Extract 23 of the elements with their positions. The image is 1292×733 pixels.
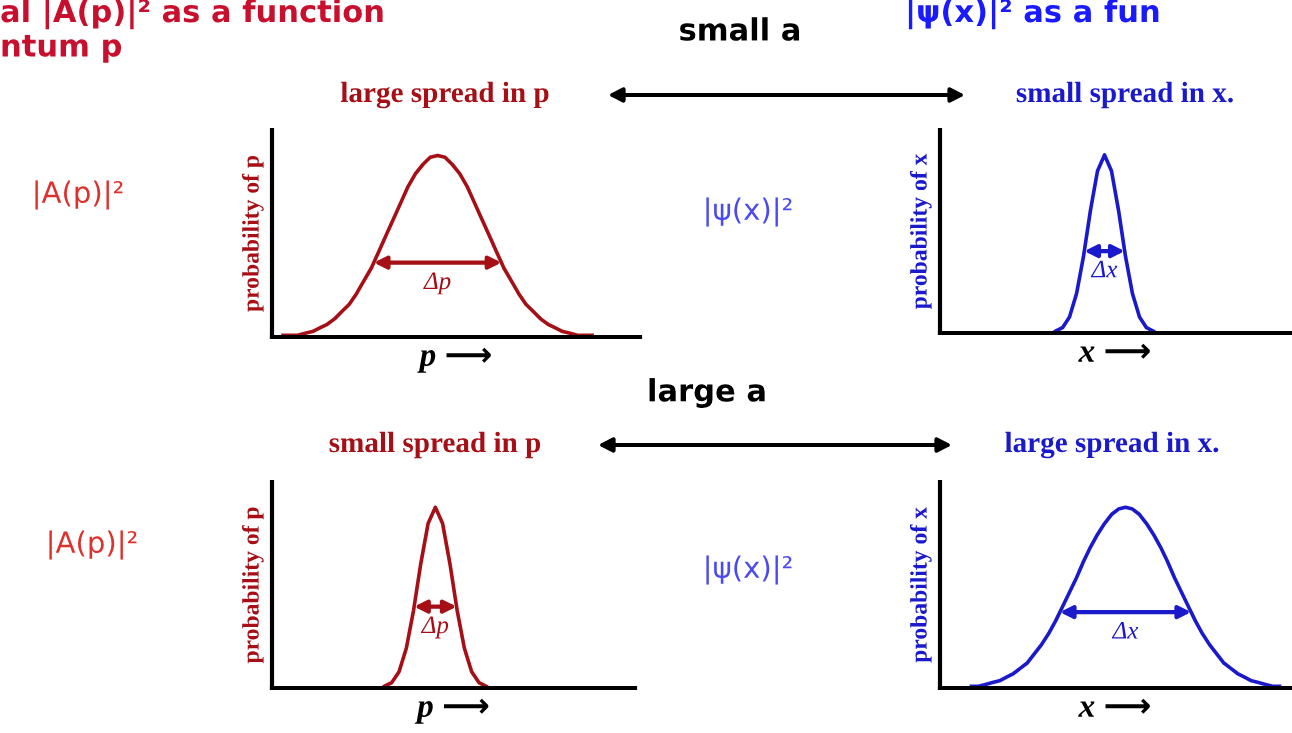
chart-title: small spread in p (329, 431, 541, 459)
text: large a (649, 378, 765, 408)
text: |ψ(x)|² (706, 555, 792, 585)
x-axis-title: p ⟶ (417, 347, 491, 373)
y-axis-title: probability of p (241, 155, 264, 312)
y-axis-title: probability of p (241, 507, 264, 664)
y-axis-title: probability of x (909, 507, 932, 663)
text: |A(p)|² (49, 530, 137, 560)
chart-title: small spread in x. (1016, 81, 1233, 109)
text: |ψ(x)|² (706, 197, 792, 227)
annotation: Δp (423, 272, 451, 295)
x-axis-title: x ⟶ (1078, 698, 1150, 717)
chart-title: large spread in x. (1005, 431, 1219, 459)
chart-title: large spread in p (340, 81, 549, 109)
annotation: Δx (1111, 621, 1139, 639)
text: ntum p (2, 34, 122, 63)
text: |A(p)|² (35, 180, 123, 210)
annotation: Δp (420, 616, 449, 639)
x-axis-title: x ⟶ (1078, 343, 1150, 362)
y-axis-title: probability of x (909, 153, 932, 310)
text: small a (680, 17, 800, 41)
annotation: Δx (1090, 260, 1118, 278)
x-axis-title: p ⟶ (414, 698, 489, 724)
